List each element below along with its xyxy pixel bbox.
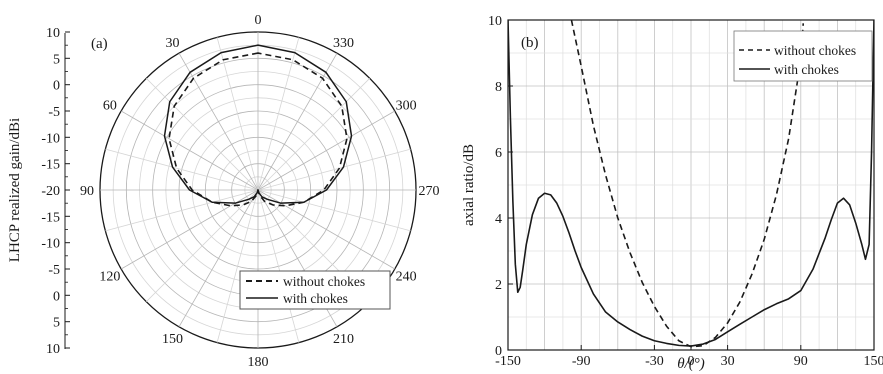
y-tick-label: 0 [495, 344, 502, 359]
radial-tick-label: 10 [46, 342, 60, 357]
line-legend-box [733, 30, 873, 82]
polar-grid-spoke [120, 110, 259, 191]
polar-angle-label: 180 [248, 355, 269, 370]
panel-label-a: (a) [91, 36, 108, 52]
radial-axis-ticks: 10 5 0 -5 -10 -15 -20 -15 -10 -5 0 5 10 [41, 26, 70, 357]
line-panel-b: -150 -90 -30 0 30 90 150 0 2 4 6 8 10 axial ratio/dB… [461, 14, 883, 372]
y-tick-label: 10 [488, 14, 502, 29]
polar-legend-label-without: without chokes [283, 274, 365, 289]
polar-grid-spoke [257, 77, 371, 191]
polar-grid-spoke [178, 189, 259, 328]
polar-grid-spoke [105, 148, 259, 191]
x-tick-label: 30 [721, 354, 735, 369]
line-legend-label-with: with chokes [774, 62, 839, 77]
y-tick-label: 4 [495, 212, 502, 227]
x-tick-label: 150 [864, 354, 883, 369]
polar-grid-spoke [257, 148, 411, 191]
polar-grid-spoke [216, 189, 259, 343]
polar-series-with-chokes [163, 44, 353, 204]
panel-label-b: (b) [521, 35, 539, 51]
radial-tick-label: 5 [53, 316, 60, 331]
polar-grid-spoke [145, 189, 259, 303]
polar-panel-a: 0 30 60 90 120 150 180 210 240 270 300 330 10 5 0 -5 -1… [7, 13, 440, 370]
radial-tick-label: -20 [41, 184, 60, 199]
polar-ylabel: LHCP realized gain/dBi [7, 118, 23, 262]
polar-grid-spoke [257, 110, 396, 191]
polar-angle-label: 60 [103, 99, 117, 114]
radial-tick-label: 0 [53, 289, 60, 304]
line-axis-ticks: -150 -90 -30 0 30 90 150 0 2 4 6 8 10 [488, 14, 883, 369]
polar-angle-label: 30 [166, 36, 180, 51]
radial-tick-label: -10 [41, 131, 60, 146]
polar-angle-label: 210 [333, 332, 354, 347]
x-tick-label: 0 [688, 354, 695, 369]
polar-angle-labels: 0 30 60 90 120 150 180 210 240 270 300 330 [80, 13, 440, 370]
x-tick-label: 90 [794, 354, 808, 369]
polar-legend-box [239, 270, 391, 310]
polar-angle-label: 90 [80, 184, 94, 199]
radial-tick-label: -5 [48, 105, 60, 120]
radial-tick-label: 0 [53, 79, 60, 94]
line-ylabel: axial ratio/dB [461, 144, 477, 226]
polar-grid-spoke [257, 189, 300, 343]
line-grid [508, 20, 874, 350]
radial-tick-label: -10 [41, 237, 60, 252]
polar-legend-label-with: with chokes [283, 291, 348, 306]
polar-grid-spoke [105, 189, 259, 232]
polar-grid-spoke [257, 52, 338, 191]
line-series-with-chokes [508, 20, 874, 347]
radial-tick-label: -15 [41, 210, 60, 225]
y-tick-label: 2 [495, 278, 502, 293]
polar-angle-label: 150 [162, 332, 183, 347]
polar-angle-label: 270 [419, 184, 440, 199]
y-tick-label: 6 [495, 146, 502, 161]
line-legend: without chokes with chokes [733, 30, 873, 82]
polar-grid-spoke [145, 77, 259, 191]
x-tick-label: -150 [495, 354, 521, 369]
polar-grid-spoke [257, 189, 411, 232]
polar-grid-spoke [178, 52, 259, 191]
radial-tick-label: 5 [53, 52, 60, 67]
polar-series-group [163, 44, 353, 207]
radial-tick-label: 10 [46, 26, 60, 41]
polar-angle-label: 330 [333, 36, 354, 51]
polar-grid-spoke [216, 37, 259, 191]
x-tick-label: -90 [572, 354, 591, 369]
x-tick-label: -30 [645, 354, 664, 369]
polar-grid [99, 31, 417, 349]
radial-tick-label: -15 [41, 158, 60, 173]
polar-angle-label: 120 [99, 270, 120, 285]
line-legend-label-without: without chokes [774, 43, 856, 58]
line-xlabel: θ/(°) [677, 356, 705, 372]
polar-legend: without chokes with chokes [239, 270, 391, 310]
radial-tick-label: -5 [48, 263, 60, 278]
polar-grid-spoke [257, 37, 300, 191]
y-tick-label: 8 [495, 80, 502, 95]
polar-angle-label: 0 [255, 13, 262, 28]
polar-angle-label: 240 [396, 270, 417, 285]
polar-angle-label: 300 [396, 99, 417, 114]
